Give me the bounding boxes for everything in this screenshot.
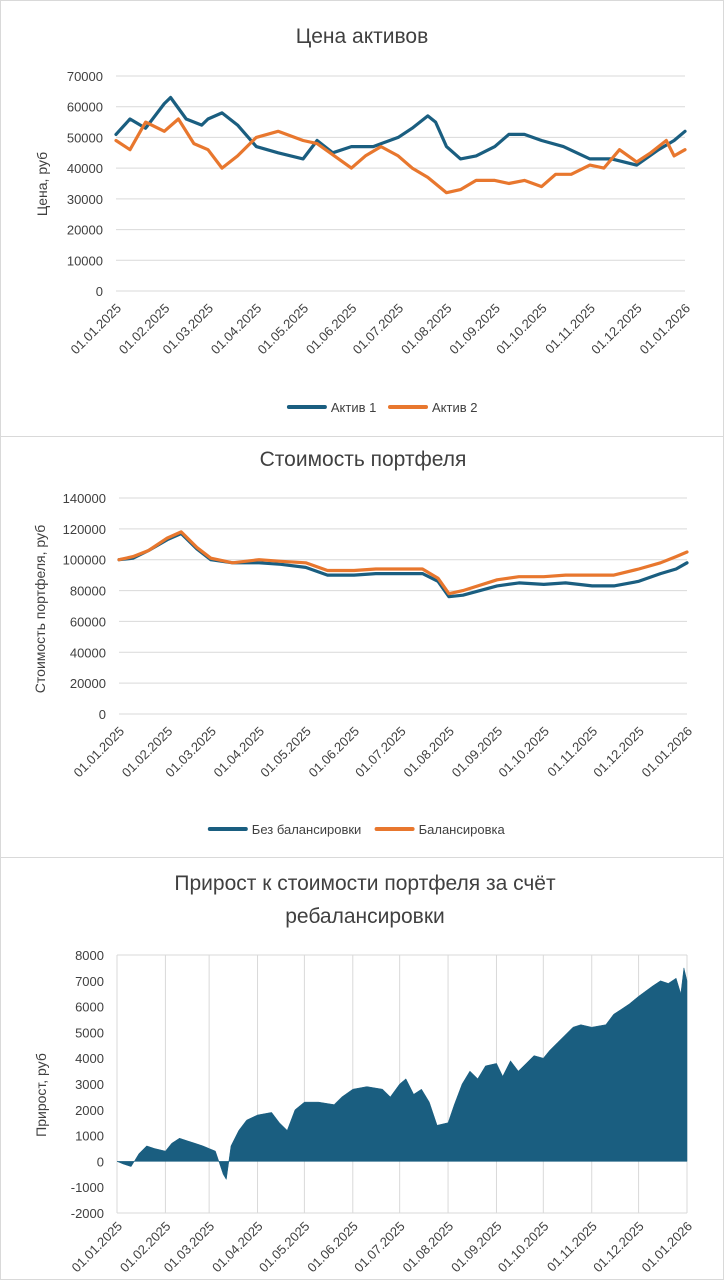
x-tick-label: 01.12.2025 <box>588 301 645 358</box>
y-tick-label: 0 <box>96 284 103 299</box>
x-tick-label: 01.07.2025 <box>351 1219 408 1276</box>
y-tick-label: 10000 <box>67 253 103 268</box>
x-tick-label: 01.01.2025 <box>70 724 127 781</box>
y-tick-label: 2000 <box>75 1103 104 1118</box>
x-tick-label: 01.12.2025 <box>590 724 647 781</box>
y-tick-label: 60000 <box>70 614 106 629</box>
y-tick-label: 3000 <box>75 1077 104 1092</box>
series-line <box>116 98 685 166</box>
x-tick-label: 01.01.2025 <box>67 301 124 358</box>
y-tick-label: 40000 <box>70 645 106 660</box>
x-tick-label: 01.01.2025 <box>68 1219 125 1276</box>
chart-title-line-2: ребалансировки <box>285 905 445 928</box>
y-tick-label: 0 <box>99 707 106 722</box>
y-tick-label: 6000 <box>75 1000 104 1015</box>
y-tick-label: 1000 <box>75 1129 104 1144</box>
series-line <box>119 534 687 597</box>
y-tick-label: 30000 <box>67 192 103 207</box>
y-tick-label: 20000 <box>67 223 103 238</box>
y-tick-label: 100000 <box>63 553 106 568</box>
x-tick-label: 01.07.2025 <box>352 724 409 781</box>
x-tick-label: 01.01.2026 <box>636 301 693 358</box>
chart-title: Цена активов <box>296 25 429 48</box>
y-axis-label: Цена, руб <box>34 152 50 216</box>
chart-panel-rebalancing-gain: Прирост к стоимости портфеля за счёт реб… <box>0 857 724 1280</box>
grid <box>116 76 685 291</box>
legend-label: Актив 1 <box>331 400 376 415</box>
y-tick-label: 7000 <box>75 974 104 989</box>
grid <box>119 498 687 714</box>
y-tick-label: 70000 <box>67 69 103 84</box>
x-tick-label: 01.07.2025 <box>350 301 407 358</box>
y-tick-label: 8000 <box>75 948 104 963</box>
y-tick-label: 5000 <box>75 1025 104 1040</box>
y-tick-label: -2000 <box>71 1206 104 1221</box>
x-tick-label: 01.01.2026 <box>638 1219 695 1276</box>
y-tick-label: 60000 <box>67 100 103 115</box>
x-tick-label: 01.10.2025 <box>495 1219 552 1276</box>
y-tick-label: 50000 <box>67 130 103 145</box>
x-tick-label: 01.05.2025 <box>255 301 312 358</box>
y-tick-label: 0 <box>97 1154 104 1169</box>
y-tick-label: -1000 <box>71 1180 104 1195</box>
x-tick-label: 01.12.2025 <box>590 1219 647 1276</box>
y-axis-label: Стоимость портфеля, руб <box>32 525 48 693</box>
x-tick-label: 01.05.2025 <box>256 1219 313 1276</box>
x-tick-label: 01.08.2025 <box>400 724 457 781</box>
legend: Актив 1 Актив 2 <box>289 400 478 415</box>
y-tick-label: 140000 <box>63 491 106 506</box>
chart-panel-portfolio-value: Стоимость портфеля Стоимость портфеля, р… <box>0 436 724 858</box>
x-tick-label: 01.10.2025 <box>495 724 552 781</box>
y-tick-label: 80000 <box>70 584 106 599</box>
series-line <box>116 119 685 193</box>
series-1 <box>119 533 687 596</box>
area-fill <box>117 968 687 1180</box>
legend-label: Актив 2 <box>432 400 477 415</box>
x-tick-label: 01.05.2025 <box>257 724 314 781</box>
legend-label: Балансировка <box>419 822 506 837</box>
x-tick-label: 01.10.2025 <box>493 301 550 358</box>
x-tick-label: 01.08.2025 <box>398 301 455 358</box>
series-2 <box>116 119 685 193</box>
legend: Без балансировки Балансировка <box>210 822 506 837</box>
x-tick-label: 01.01.2026 <box>638 724 695 781</box>
y-axis-label: Прирост, руб <box>33 1053 49 1137</box>
series-area <box>117 968 687 1180</box>
chart-title: Стоимость портфеля <box>260 448 467 471</box>
series-1 <box>116 97 685 165</box>
chart-title-line-1: Прирост к стоимости портфеля за счёт <box>174 872 556 895</box>
x-tick-label: 01.08.2025 <box>400 1219 457 1276</box>
legend-label: Без балансировки <box>252 822 361 837</box>
y-tick-label: 20000 <box>70 676 106 691</box>
y-tick-label: 40000 <box>67 161 103 176</box>
y-tick-label: 120000 <box>63 522 106 537</box>
portfolio-value-chart: Стоимость портфеля Стоимость портфеля, р… <box>1 437 723 857</box>
y-tick-label: 4000 <box>75 1051 104 1066</box>
rebalancing-gain-chart: Прирост к стоимости портфеля за счёт реб… <box>1 858 723 1279</box>
